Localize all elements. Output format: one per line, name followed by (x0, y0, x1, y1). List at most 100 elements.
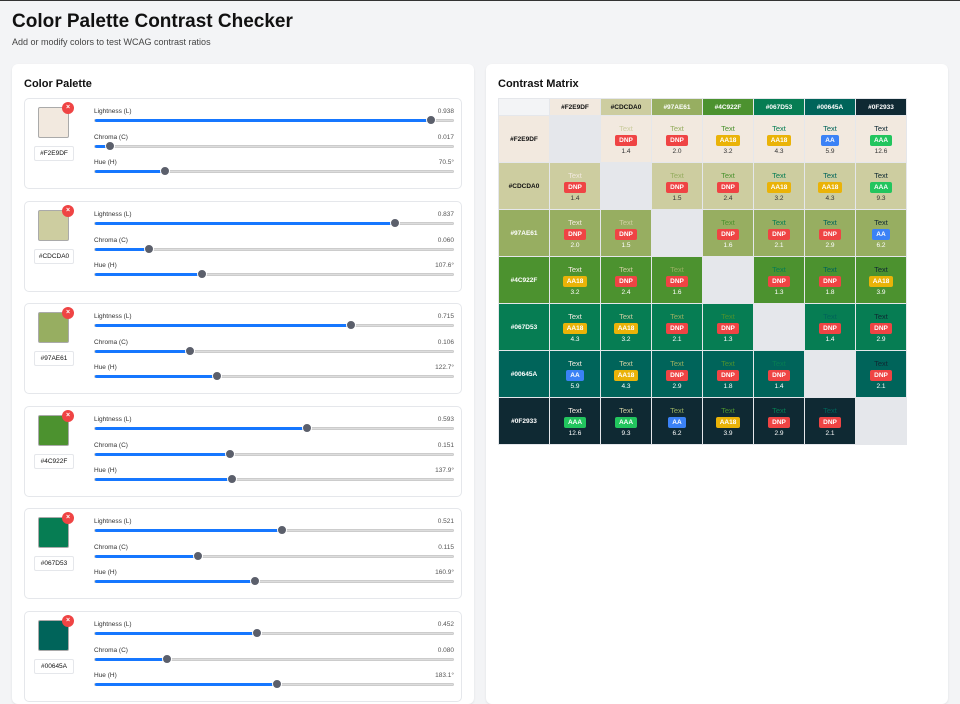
slider-track[interactable] (94, 473, 454, 484)
slider-thumb[interactable] (227, 473, 238, 484)
slider-track[interactable] (94, 627, 454, 638)
remove-color-icon[interactable]: × (62, 512, 74, 524)
slider-track[interactable] (94, 576, 454, 586)
hex-input[interactable]: #00645A (34, 658, 74, 674)
slider-track[interactable] (94, 346, 454, 356)
slider-thumb[interactable] (276, 525, 287, 535)
contrast-matrix-panel: Contrast Matrix #F2E9DF #CDCDA0 #97AE61 #4C… (486, 64, 948, 704)
hex-input[interactable]: #F2E9DF (34, 146, 74, 161)
rating-badge: AA (566, 369, 584, 381)
slider-track[interactable] (94, 371, 454, 381)
slider-label: Hue (H) (94, 569, 117, 576)
rating-badge: DNP (717, 181, 739, 193)
slider-track[interactable] (94, 525, 454, 535)
slider-thumb[interactable] (251, 627, 262, 638)
sample-text: Text (619, 358, 633, 368)
sample-text: Text (619, 311, 633, 321)
slider-label: Hue (H) (94, 466, 117, 474)
slider-fill (95, 452, 231, 456)
sample-text: Text (619, 217, 633, 227)
matrix-cell-diagonal (600, 162, 652, 210)
slider-fill (95, 350, 190, 353)
slider-track[interactable] (94, 141, 454, 151)
slider-track[interactable] (94, 551, 454, 561)
sample-text: Text (772, 123, 786, 133)
slider-track[interactable] (94, 448, 454, 459)
slider-thumb[interactable] (105, 141, 116, 151)
sample-text: Text (619, 264, 633, 274)
slider-track[interactable] (94, 217, 454, 228)
palette-heading: Color Palette (24, 78, 92, 90)
hex-input[interactable]: #067D53 (34, 556, 74, 571)
matrix-cell: Text AA18 3.2 (753, 162, 805, 210)
slider-thumb[interactable] (389, 217, 400, 228)
slider-track[interactable] (94, 422, 454, 433)
slider-fill (95, 477, 233, 481)
contrast-ratio: 12.6 (874, 147, 888, 155)
slider-thumb[interactable] (225, 448, 236, 459)
matrix-cell: Text DNP 1.8 (804, 256, 856, 304)
slider-thumb[interactable] (161, 653, 172, 664)
matrix-cell-diagonal (702, 256, 754, 304)
slider-thumb[interactable] (184, 346, 195, 356)
matrix-cell: Text DNP 1.4 (549, 162, 601, 210)
sample-text: Text (721, 358, 735, 368)
sample-text: Text (823, 123, 837, 133)
contrast-ratio: 2.9 (876, 335, 886, 343)
slider-fill (95, 657, 167, 661)
slider-thumb[interactable] (143, 243, 154, 254)
remove-color-icon[interactable]: × (62, 307, 74, 319)
matrix-cell: Text DNP 2.1 (651, 303, 703, 351)
contrast-ratio: 2.9 (825, 241, 835, 249)
slider-fill (95, 631, 257, 635)
slider-value: 70.5° (438, 159, 454, 166)
sample-text: Text (721, 170, 735, 180)
slider-label: Lightness (L) (94, 313, 132, 320)
slider-thumb[interactable] (197, 268, 207, 279)
hex-input[interactable]: #4C922F (34, 453, 74, 469)
slider-thumb[interactable] (192, 551, 203, 561)
sample-text: Text (568, 264, 582, 274)
sample-text: Text (619, 123, 633, 133)
hex-input[interactable]: #97AE61 (34, 351, 74, 366)
slider-thumb[interactable] (250, 576, 260, 586)
column-header: #4C922F (702, 98, 754, 116)
slider-thumb[interactable] (345, 320, 356, 330)
sample-text: Text (721, 311, 735, 321)
remove-color-icon[interactable]: × (62, 102, 74, 114)
rating-badge: DNP (819, 275, 841, 287)
rating-badge: AA (668, 416, 686, 428)
slider-value: 0.151 (437, 441, 454, 449)
slider-thumb[interactable] (160, 166, 171, 176)
matrix-cell-diagonal (753, 303, 805, 351)
matrix-cell: Text DNP 1.6 (702, 209, 754, 257)
slider-value: 0.106 (437, 339, 454, 346)
rating-badge: DNP (564, 228, 586, 240)
matrix-corner (498, 98, 550, 116)
slider-track[interactable] (94, 166, 454, 176)
slider-thumb[interactable] (272, 678, 283, 689)
slider-label: Lightness (L) (94, 108, 132, 115)
remove-color-icon[interactable]: × (62, 409, 74, 422)
color-palette-panel: Color Palette × #F2E9DF Lightness (L) 0.… (12, 64, 474, 704)
slider-track[interactable] (94, 320, 454, 330)
hex-input[interactable]: #CDCDA0 (34, 248, 74, 264)
slider-thumb[interactable] (425, 115, 436, 125)
slider-thumb[interactable] (212, 371, 223, 381)
rating-badge: DNP (666, 275, 688, 287)
sample-text: Text (721, 217, 735, 227)
remove-color-icon[interactable]: × (62, 204, 74, 217)
slider-track[interactable] (94, 115, 454, 125)
remove-color-icon[interactable]: × (62, 614, 74, 627)
slider-fill (95, 170, 166, 173)
slider-track[interactable] (94, 268, 454, 279)
rating-badge: DNP (768, 369, 790, 381)
rating-badge: DNP (615, 228, 637, 240)
slider-track[interactable] (94, 653, 454, 664)
matrix-cell: Text AA18 4.3 (549, 303, 601, 351)
slider-track[interactable] (94, 678, 454, 689)
slider-track[interactable] (94, 243, 454, 254)
slider-thumb[interactable] (302, 422, 313, 433)
matrix-cell: Text DNP 1.5 (600, 209, 652, 257)
slider-value: 183.1° (435, 671, 454, 679)
